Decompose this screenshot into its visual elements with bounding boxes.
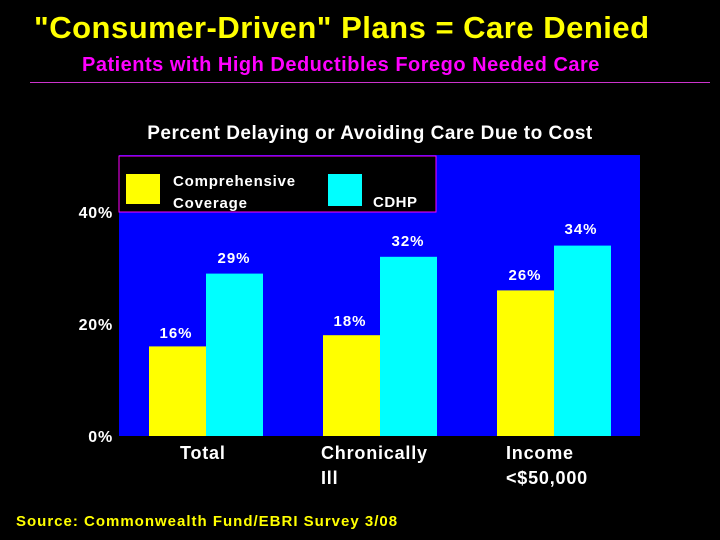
chart-title: Percent Delaying or Avoiding Care Due to…: [147, 123, 593, 144]
data-label: 18%: [333, 313, 366, 330]
bar-comprehensive: [323, 335, 380, 436]
data-label: 34%: [564, 221, 597, 238]
legend-swatch-cdhp: [328, 174, 362, 206]
category-label: Ill: [321, 468, 338, 488]
data-label: 16%: [159, 325, 192, 342]
y-tick-label: 20%: [79, 317, 113, 334]
category-label: Total: [180, 443, 226, 463]
data-label: 32%: [391, 233, 424, 250]
title-divider: [30, 82, 710, 83]
bar-comprehensive: [497, 290, 554, 436]
bar-cdhp: [380, 256, 437, 436]
slide-title: "Consumer-Driven" Plans = Care Denied: [34, 10, 650, 45]
bar-comprehensive: [149, 346, 206, 436]
source-note: Source: Commonwealth Fund/EBRI Survey 3/…: [16, 513, 399, 530]
y-tick-label: 0%: [88, 429, 113, 446]
legend-swatch-comprehensive: [126, 174, 160, 204]
data-label: 29%: [217, 250, 250, 267]
legend-label-comprehensive: Comprehensive: [173, 173, 296, 190]
category-label: <$50,000: [506, 468, 588, 488]
category-label: Income: [506, 443, 574, 463]
category-label: Chronically: [321, 443, 428, 463]
y-tick-label: 40%: [79, 205, 113, 222]
slide-subtitle: Patients with High Deductibles Forego Ne…: [82, 54, 600, 76]
bar-cdhp: [554, 245, 611, 436]
bar-cdhp: [206, 273, 263, 436]
data-label: 26%: [508, 267, 541, 284]
legend-label-comprehensive: Coverage: [173, 195, 248, 212]
legend-box: [118, 155, 437, 213]
legend-label-cdhp: CDHP: [373, 194, 418, 211]
